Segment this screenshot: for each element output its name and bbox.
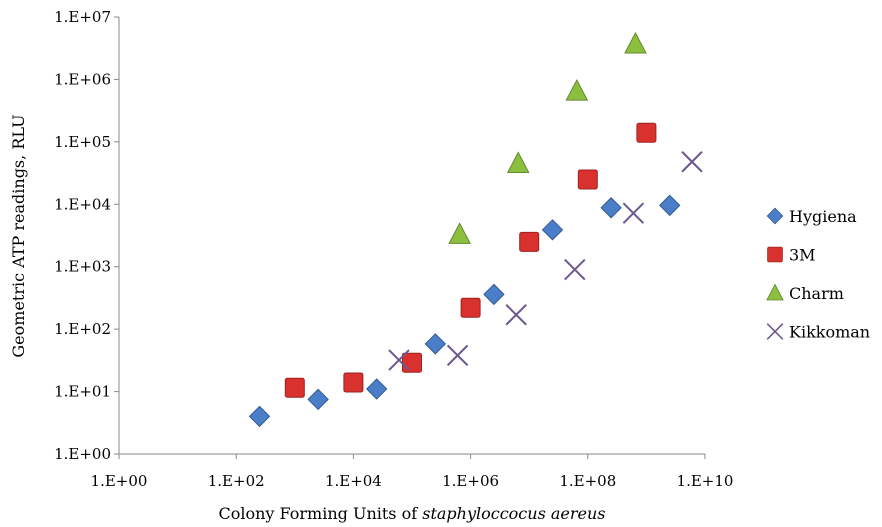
data-point-3m xyxy=(519,231,540,252)
plot-area xyxy=(118,17,705,455)
y-tick-label: 1.E+06 xyxy=(54,70,111,88)
legend-square-marker xyxy=(767,246,783,263)
data-markers xyxy=(248,31,703,428)
data-point-hygiena xyxy=(659,194,681,217)
data-point-hygiena xyxy=(424,333,447,355)
x-tick-label: 1.E+10 xyxy=(677,472,734,490)
legend-item-3m: 3M xyxy=(767,246,816,265)
y-tick-label: 1.E+03 xyxy=(54,258,111,276)
data-point-kikkoman xyxy=(681,151,703,173)
y-tick-label: 1.E+02 xyxy=(54,320,111,338)
data-point-hygiena xyxy=(483,283,505,306)
x-axis-ticks: 1.E+00 1.E+02 1.E+04 1.E+06 1.E+08 1.E+10 xyxy=(91,454,734,490)
data-point-3m xyxy=(577,169,598,190)
data-point-charm xyxy=(448,222,471,244)
y-tick-label: 1.E+05 xyxy=(54,133,111,151)
series-kikkoman xyxy=(388,151,703,371)
legend-label: Charm xyxy=(789,284,844,303)
series-3m xyxy=(284,122,657,398)
data-point-charm xyxy=(565,79,589,101)
series-hygiena xyxy=(248,194,681,428)
data-point-3m xyxy=(402,352,422,373)
y-tick-label: 1.E+04 xyxy=(54,195,111,213)
y-tick-label: 1.E+07 xyxy=(54,8,111,26)
data-point-hygiena xyxy=(248,405,271,428)
data-point-hygiena xyxy=(366,378,388,400)
y-axis-title: Geometric ATP readings, RLU xyxy=(9,114,28,357)
x-tick-label: 1.E+08 xyxy=(559,472,616,490)
legend: Hygiena 3M Charm Kikkoman xyxy=(766,207,870,342)
data-point-hygiena xyxy=(307,388,329,411)
y-tick-label: 1.E+00 xyxy=(54,445,111,463)
legend-item-charm: Charm xyxy=(766,283,844,303)
x-tick-label: 1.E+06 xyxy=(442,472,499,490)
legend-triangle-marker xyxy=(766,283,784,301)
data-point-3m xyxy=(343,372,364,393)
y-tick-label: 1.E+01 xyxy=(54,383,111,401)
x-tick-label: 1.E+02 xyxy=(208,472,265,490)
data-point-3m xyxy=(460,297,481,318)
x-axis-title: Colony Forming Units of staphyloccocus a… xyxy=(218,504,605,523)
data-point-3m xyxy=(636,122,657,143)
data-point-hygiena xyxy=(600,197,622,219)
data-point-3m xyxy=(284,377,305,398)
data-point-kikkoman xyxy=(446,344,469,367)
y-axis-ticks: 1.E+00 1.E+01 1.E+02 1.E+03 1.E+04 1.E+05 1.E+… xyxy=(54,8,119,463)
series-charm xyxy=(448,31,647,244)
legend-diamond-marker xyxy=(766,207,784,225)
legend-label: Hygiena xyxy=(789,207,857,226)
data-point-kikkoman xyxy=(505,304,527,326)
data-point-kikkoman xyxy=(388,349,410,371)
legend-x-marker xyxy=(766,323,784,340)
legend-item-kikkoman: Kikkoman xyxy=(766,323,870,342)
data-point-charm xyxy=(506,151,530,174)
x-axis-title-species: staphyloccocus aereus xyxy=(422,504,605,523)
data-point-charm xyxy=(624,31,647,54)
legend-label: Kikkoman xyxy=(789,323,870,342)
data-point-kikkoman xyxy=(622,202,645,224)
x-tick-label: 1.E+00 xyxy=(91,472,148,490)
legend-label: 3M xyxy=(789,246,816,265)
x-axis-title-prefix: Colony Forming Units of xyxy=(218,504,422,523)
x-tick-label: 1.E+04 xyxy=(325,472,382,490)
legend-item-hygiena: Hygiena xyxy=(766,207,857,226)
data-point-hygiena xyxy=(541,219,564,241)
data-point-kikkoman xyxy=(564,258,586,281)
